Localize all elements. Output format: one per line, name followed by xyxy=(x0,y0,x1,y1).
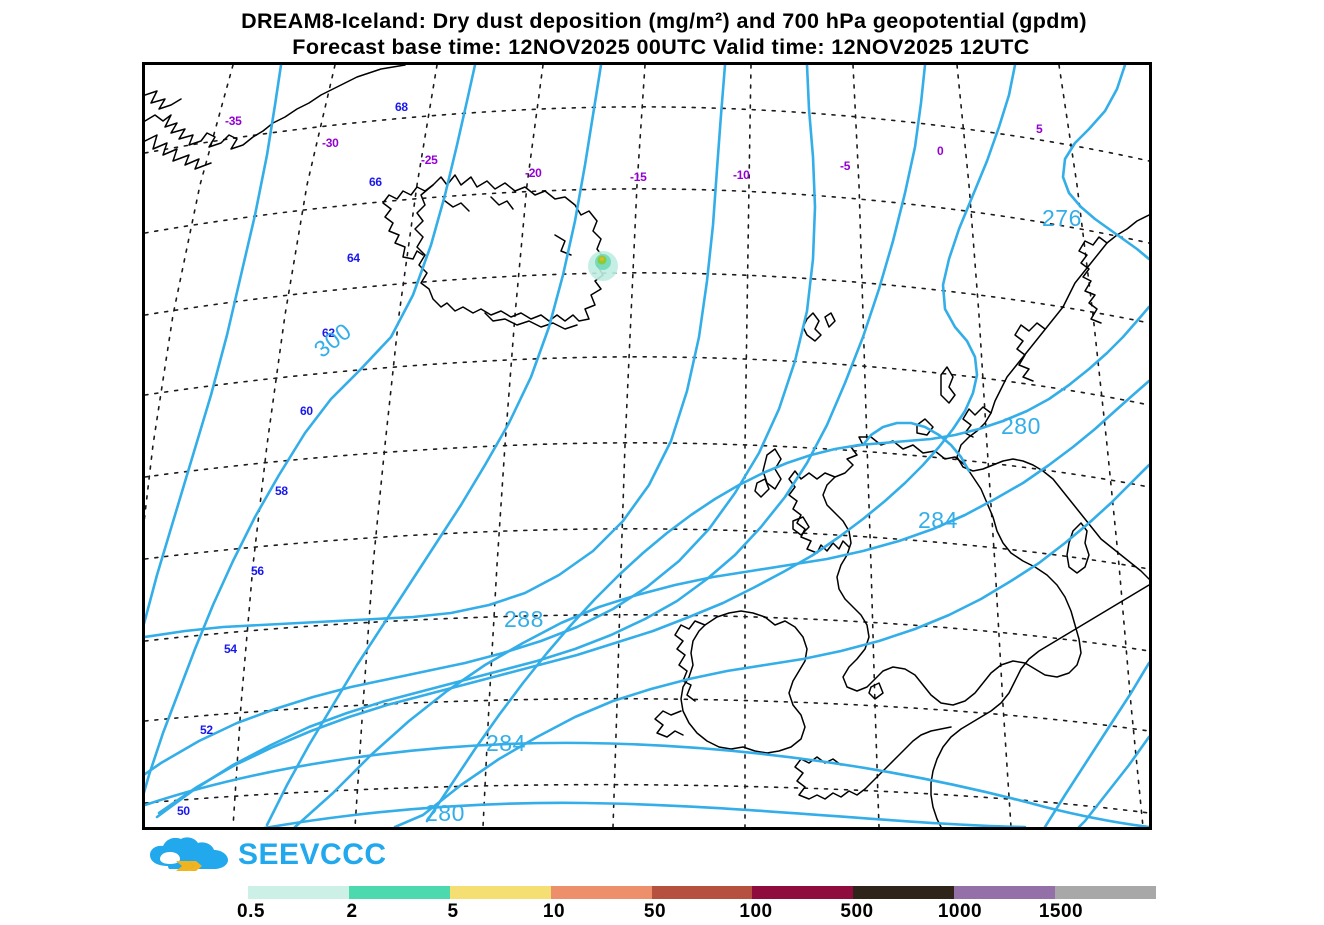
coastline-iceland-south-detail xyxy=(484,312,578,330)
page-title: DREAM8-Iceland: Dry dust deposition (mg/… xyxy=(241,9,1087,33)
contour-276 xyxy=(1061,65,1149,261)
contour-line xyxy=(145,65,283,626)
contour-280-scot xyxy=(861,421,971,473)
coastline-hebrides-skye xyxy=(792,516,810,536)
coastline-faroe-islands xyxy=(802,312,822,342)
colorbar-segment-7 xyxy=(954,886,1056,899)
coastline-nw-france xyxy=(864,726,952,790)
contour-284-lower xyxy=(145,741,1149,827)
contour-300 xyxy=(145,65,477,794)
coastline-isle-of-man xyxy=(868,682,884,700)
contour-line xyxy=(157,65,1017,815)
logo-text: SEEVCCC xyxy=(238,838,387,871)
colorbar-strip xyxy=(248,886,1157,899)
coastline-greenland xyxy=(145,65,406,150)
coastline-continental-europe xyxy=(930,584,1149,827)
dust-deposition-plume xyxy=(588,251,618,281)
colorbar-segment-0 xyxy=(248,886,349,899)
coastline-ireland-west-detail xyxy=(674,620,706,702)
coastline-brittany xyxy=(794,756,866,800)
contour-line xyxy=(145,65,817,776)
colorbar-segment-1 xyxy=(348,886,450,899)
seevccc-logo[interactable]: SEEVCCC xyxy=(146,834,387,876)
forecast-time-subtitle: Forecast base time: 12NOV2025 00UTC Vali… xyxy=(292,35,1030,59)
colorbar-segment-6 xyxy=(853,886,955,899)
coastline-great-britain xyxy=(822,436,1082,706)
coastline-faroe-islands-2 xyxy=(824,312,836,328)
cloud-icon xyxy=(150,837,228,871)
colorbar-segment-5 xyxy=(752,886,854,899)
coastline-norway-fjord-detail-2 xyxy=(1014,322,1046,382)
geopotential-contours xyxy=(145,65,1149,827)
coastline-ireland-sw xyxy=(654,710,684,738)
colorbar-segment-4 xyxy=(651,886,753,899)
contour-line xyxy=(1077,735,1149,827)
coastline-shetland xyxy=(940,366,956,404)
coastline-greenland-tip xyxy=(145,90,182,110)
coastline-ireland xyxy=(680,610,808,754)
colorbar-tick-50: 50 xyxy=(643,901,667,922)
chart-title-block: DREAM8-Iceland: Dry dust deposition (mg/… xyxy=(0,8,1324,60)
coastline-norway xyxy=(956,214,1149,580)
map-canvas xyxy=(145,65,1149,827)
map-panel[interactable]: -35 -30 -25 -20 -15 -10 -5 0 5 68 66 64 … xyxy=(142,62,1152,830)
coastline-iceland-detail-b xyxy=(490,196,514,210)
coastline-norway-fjord-detail xyxy=(1078,236,1108,324)
contour-288 xyxy=(145,65,727,639)
coastline-hebrides-outer xyxy=(762,448,782,490)
colorbar-segment-3 xyxy=(550,886,652,899)
colorbar-tick-labels: 0.5 2 5 10 50 100 500 1000 1500 xyxy=(237,899,1156,922)
colorbar-tick-1000: 1000 xyxy=(937,901,983,922)
colorbar-segment-2 xyxy=(449,886,551,899)
contour-line xyxy=(1043,661,1149,827)
coastline-hebrides-outer-2 xyxy=(754,478,770,498)
contour-280-bottom xyxy=(263,801,1027,827)
coastline-greenland-inner xyxy=(145,134,212,170)
contour-line xyxy=(265,65,603,827)
graticule-meridians xyxy=(145,65,1144,827)
graticule-parallels xyxy=(145,106,1149,814)
colorbar-tick-100: 100 xyxy=(739,901,773,922)
coastline-iceland-nw-fjords xyxy=(382,184,434,260)
colorbar-tick-0: 0.5 xyxy=(237,901,265,922)
coastline-iceland xyxy=(414,174,604,322)
coastline-denmark xyxy=(1066,522,1090,574)
colorbar-tick-2: 2 xyxy=(346,901,358,922)
colorbar[interactable]: 0.5 2 5 10 50 100 500 1000 1500 xyxy=(237,886,1157,922)
colorbar-segment-8 xyxy=(1055,886,1157,899)
colorbar-tick-1500: 1500 xyxy=(1038,901,1084,922)
colorbar-tick-5: 5 xyxy=(447,901,459,922)
coastline-iceland-detail-a xyxy=(444,200,470,212)
colorbar-tick-500: 500 xyxy=(840,901,874,922)
coastline-iceland-detail-c xyxy=(554,234,572,256)
contour-284-south xyxy=(393,463,1149,827)
contour-280-north xyxy=(425,305,1149,823)
contour-line xyxy=(155,65,927,819)
colorbar-tick-10: 10 xyxy=(542,901,566,922)
coastline-scotland-west-fjords xyxy=(788,470,850,554)
contour-284-east xyxy=(293,379,1149,827)
